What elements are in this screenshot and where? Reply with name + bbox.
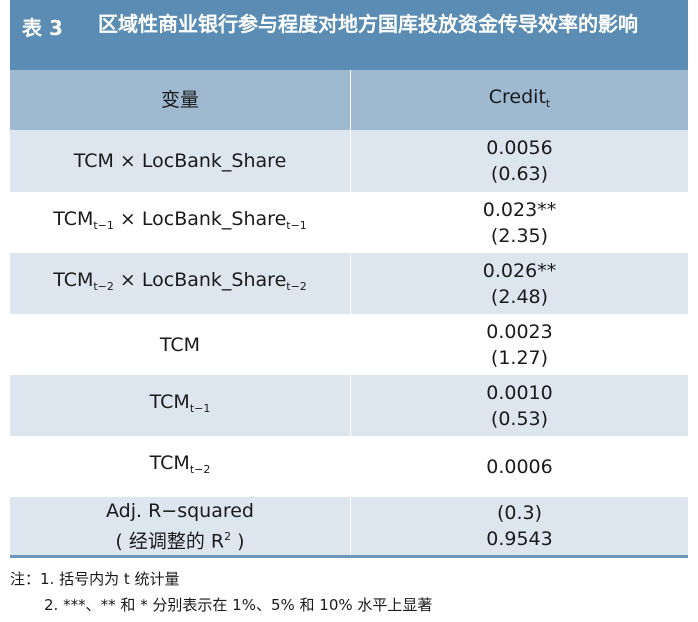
variable-name: Adj. R−squared — [106, 499, 254, 522]
table-row: TCM 0.0023 (1.27) — [10, 314, 688, 375]
table-row: TCMt−2 0.0006 — [10, 436, 688, 497]
variable-cell: TCM — [10, 314, 351, 375]
table-row: TCM × LocBank_Share 0.0056 (0.63) — [10, 130, 688, 192]
coefficient: 0.023** — [482, 198, 557, 221]
table-row: TCMt−2 × LocBank_Sharet−2 0.026** (2.48) — [10, 253, 688, 314]
value-cell: 0.023** (2.35) — [351, 192, 688, 253]
value-cell: 0.0010 (0.53) — [351, 375, 688, 436]
value-cell: 0.026** (2.48) — [351, 253, 688, 314]
coefficient: 0.0056 — [486, 137, 553, 159]
t-statistic: (0.63) — [490, 163, 549, 185]
note-line-1: 注：1. 括号内为 t 统计量 — [10, 570, 180, 588]
coefficient: (0.3) — [496, 502, 543, 524]
variable-cell: Adj. R−squared ( 经调整的 R2 ) — [10, 497, 351, 555]
variable-name: TCM — [159, 333, 201, 356]
table-row: Adj. R−squared ( 经调整的 R2 ) (0.3) 0.9543 — [10, 497, 688, 558]
t-statistic: (0.53) — [490, 407, 549, 430]
coefficient: 0.0006 — [486, 455, 553, 478]
variable-name: TCMt−1 × LocBank_Sharet−1 — [53, 208, 307, 232]
table-row: TCMt−1 × LocBank_Sharet−1 0.023** (2.35) — [10, 192, 688, 253]
table-title: 区域性商业银行参与程度对地方国库投放资金传导效率的影响 — [98, 12, 638, 36]
variable-cell: TCMt−1 × LocBank_Sharet−1 — [10, 192, 351, 253]
value-cell: 0.0056 (0.63) — [351, 130, 688, 192]
header-variable-cell: 变量 — [10, 70, 351, 130]
t-statistic: (1.27) — [490, 346, 549, 369]
variable-name: TCMt−2 × LocBank_Sharet−2 — [53, 269, 307, 293]
value-cell: 0.0023 (1.27) — [351, 314, 688, 375]
table-number: 表 3 — [22, 16, 63, 40]
value-cell: 0.0006 — [351, 436, 688, 497]
table-row: TCMt−1 0.0010 (0.53) — [10, 375, 688, 436]
t-statistic: (2.35) — [490, 224, 549, 247]
table-title-bar: 表 3 区域性商业银行参与程度对地方国库投放资金传导效率的影响 — [10, 0, 688, 70]
header-credit-label: Creditt — [488, 85, 551, 110]
variable-cell: TCMt−2 — [10, 436, 351, 497]
t-statistic: (2.48) — [490, 285, 549, 308]
variable-cell: TCMt−1 — [10, 375, 351, 436]
note-line-2: 2. ***、** 和 * 分别表示在 1%、5% 和 10% 水平上显著 — [44, 596, 433, 614]
header-variable-label: 变量 — [160, 89, 199, 111]
variable-name-cn: ( 经调整的 R2 ) — [115, 529, 245, 553]
regression-table: 变量 Creditt TCM × LocBank_Share 0.0056 (0… — [10, 70, 688, 558]
table-notes: 注：1. 括号内为 t 统计量 2. ***、** 和 * 分别表示在 1%、5… — [10, 566, 432, 618]
r-squared-value: 0.9543 — [486, 528, 553, 550]
variable-name: TCM × LocBank_Share — [73, 150, 287, 172]
header-credit-cell: Creditt — [351, 70, 688, 130]
variable-cell: TCMt−2 × LocBank_Sharet−2 — [10, 253, 351, 314]
coefficient: 0.0010 — [486, 381, 553, 404]
variable-cell: TCM × LocBank_Share — [10, 130, 351, 192]
variable-name: TCMt−2 — [149, 452, 211, 476]
coefficient: 0.0023 — [486, 320, 553, 343]
table-header-row: 变量 Creditt — [10, 70, 688, 130]
coefficient: 0.026** — [482, 259, 557, 282]
variable-name: TCMt−1 — [149, 391, 211, 415]
value-cell: (0.3) 0.9543 — [351, 497, 688, 555]
